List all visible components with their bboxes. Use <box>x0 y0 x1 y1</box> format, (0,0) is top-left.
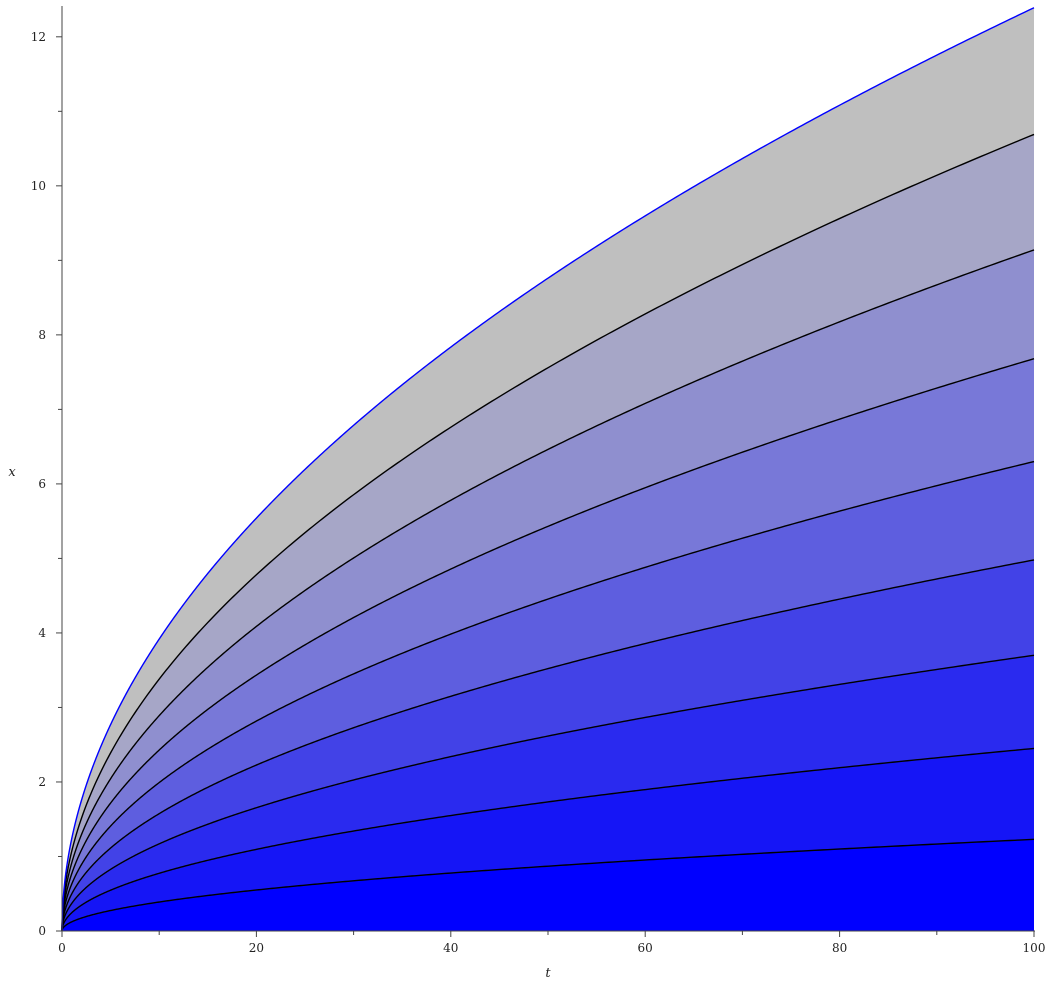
y-tick-label: 12 <box>31 30 46 44</box>
series-line-1 <box>61 838 1035 932</box>
series-line-8 <box>61 133 1035 932</box>
series-line-5 <box>61 460 1035 932</box>
series-line-2 <box>61 747 1035 932</box>
y-tick-label: 0 <box>38 924 46 938</box>
y-tick-label: 2 <box>38 775 46 789</box>
x-tick-label: 60 <box>638 941 653 955</box>
area-band-4 <box>62 559 1034 931</box>
area-band-1 <box>62 839 1034 931</box>
y-axis-label: x <box>8 465 16 480</box>
series-line-7 <box>61 249 1035 932</box>
area-band-9 <box>62 7 1034 931</box>
y-tick-label: 8 <box>38 328 46 342</box>
area-band-7 <box>62 249 1034 931</box>
y-tick-label: 10 <box>31 179 46 193</box>
series-line-3 <box>61 654 1035 932</box>
x-tick-label: 40 <box>443 941 458 955</box>
axis-ticks: 0 20 40 60 80 100 0 2 4 6 8 10 12 <box>31 30 1046 955</box>
area-fills <box>62 7 1034 931</box>
series-line-9 <box>61 7 1035 932</box>
area-band-8 <box>62 134 1034 931</box>
x-axis-label: t <box>545 966 551 981</box>
area-band-3 <box>62 655 1034 931</box>
x-tick-label: 100 <box>1023 941 1046 955</box>
x-tick-label: 20 <box>249 941 264 955</box>
area-band-5 <box>62 461 1034 931</box>
area-band-6 <box>62 358 1034 931</box>
y-tick-label: 6 <box>38 477 46 491</box>
x-tick-label: 80 <box>832 941 847 955</box>
y-tick-label: 4 <box>38 626 46 640</box>
series-lines <box>61 7 1035 932</box>
series-line-4 <box>61 559 1035 932</box>
x-tick-label: 0 <box>58 941 66 955</box>
series-line-6 <box>61 358 1035 932</box>
area-band-2 <box>62 748 1034 931</box>
